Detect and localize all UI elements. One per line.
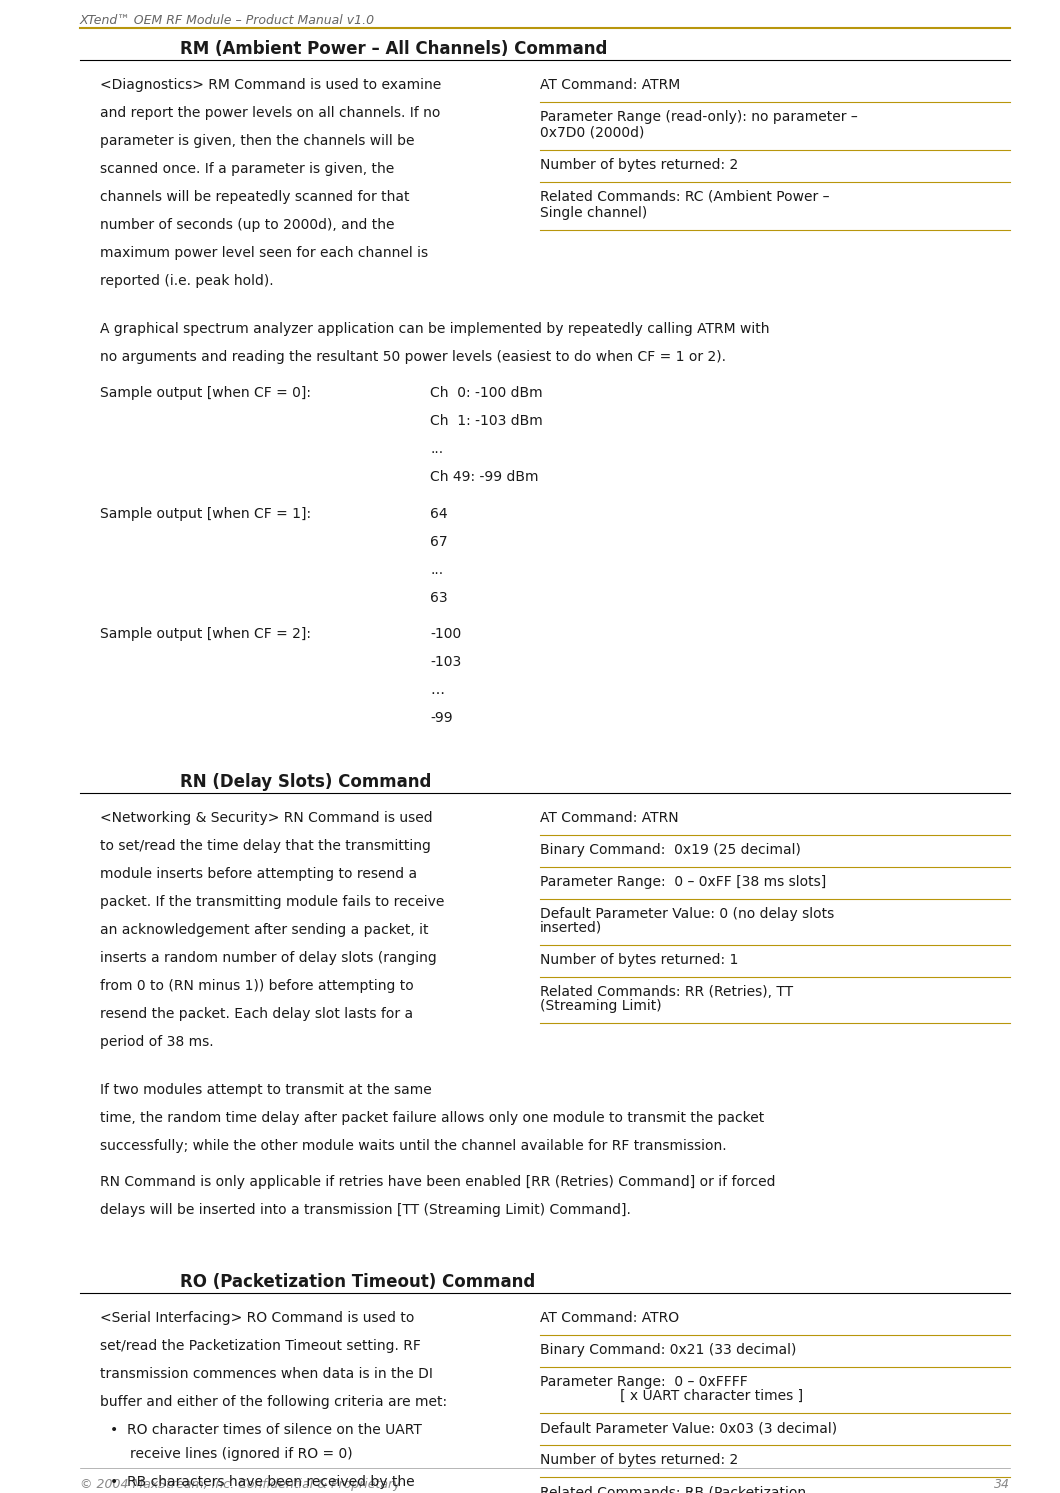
Text: channels will be repeatedly scanned for that: channels will be repeatedly scanned for … <box>100 190 409 205</box>
Text: successfully; while the other module waits until the channel available for RF tr: successfully; while the other module wai… <box>100 1139 726 1153</box>
Text: Binary Command:  0x19 (25 decimal): Binary Command: 0x19 (25 decimal) <box>540 844 801 857</box>
Text: A graphical spectrum analyzer application can be implemented by repeatedly calli: A graphical spectrum analyzer applicatio… <box>100 322 770 336</box>
Text: 64: 64 <box>430 506 447 521</box>
Text: AT Command: ATRO: AT Command: ATRO <box>540 1311 679 1326</box>
Text: Sample output [when CF = 2]:: Sample output [when CF = 2]: <box>100 627 311 640</box>
Text: packet. If the transmitting module fails to receive: packet. If the transmitting module fails… <box>100 894 444 909</box>
Text: AT Command: ATRN: AT Command: ATRN <box>540 811 678 824</box>
Text: (Streaming Limit): (Streaming Limit) <box>540 999 661 1012</box>
Text: parameter is given, then the channels will be: parameter is given, then the channels wi… <box>100 134 414 148</box>
Text: 67: 67 <box>430 534 447 549</box>
Text: Ch 49: -99 dBm: Ch 49: -99 dBm <box>430 470 538 484</box>
Text: ...: ... <box>430 442 443 457</box>
Text: reported (i.e. peak hold).: reported (i.e. peak hold). <box>100 275 273 288</box>
Text: RO (Packetization Timeout) Command: RO (Packetization Timeout) Command <box>180 1274 535 1291</box>
Text: time, the random time delay after packet failure allows only one module to trans: time, the random time delay after packet… <box>100 1111 764 1124</box>
Text: set/read the Packetization Timeout setting. RF: set/read the Packetization Timeout setti… <box>100 1339 421 1353</box>
Text: [ x UART character times ]: [ x UART character times ] <box>620 1388 803 1403</box>
Text: maximum power level seen for each channel is: maximum power level seen for each channe… <box>100 246 428 260</box>
Text: XTend™ OEM RF Module – Product Manual v1.0: XTend™ OEM RF Module – Product Manual v1… <box>80 13 375 27</box>
Text: Ch  0: -100 dBm: Ch 0: -100 dBm <box>430 387 543 400</box>
Text: © 2004 MaxStream, Inc. Confidential & Proprietary: © 2004 MaxStream, Inc. Confidential & Pr… <box>80 1478 401 1492</box>
Text: inserts a random number of delay slots (ranging: inserts a random number of delay slots (… <box>100 951 437 964</box>
Text: Number of bytes returned: 1: Number of bytes returned: 1 <box>540 953 739 967</box>
Text: <Serial Interfacing> RO Command is used to: <Serial Interfacing> RO Command is used … <box>100 1311 414 1326</box>
Text: Sample output [when CF = 0]:: Sample output [when CF = 0]: <box>100 387 311 400</box>
Text: -103: -103 <box>430 655 461 669</box>
Text: receive lines (ignored if RO = 0): receive lines (ignored if RO = 0) <box>130 1447 353 1462</box>
Text: module inserts before attempting to resend a: module inserts before attempting to rese… <box>100 867 418 881</box>
Text: 0x7D0 (2000d): 0x7D0 (2000d) <box>540 125 644 140</box>
Text: Parameter Range:  0 – 0xFF [38 ms slots]: Parameter Range: 0 – 0xFF [38 ms slots] <box>540 875 826 888</box>
Text: RN (Delay Slots) Command: RN (Delay Slots) Command <box>180 773 431 791</box>
Text: from 0 to (RN minus 1)) before attempting to: from 0 to (RN minus 1)) before attemptin… <box>100 979 413 993</box>
Text: delays will be inserted into a transmission [TT (Streaming Limit) Command].: delays will be inserted into a transmiss… <box>100 1203 631 1217</box>
Text: Related Commands: RC (Ambient Power –: Related Commands: RC (Ambient Power – <box>540 190 830 205</box>
Text: -99: -99 <box>430 711 453 726</box>
Text: If two modules attempt to transmit at the same: If two modules attempt to transmit at th… <box>100 1082 431 1097</box>
Text: <Diagnostics> RM Command is used to examine: <Diagnostics> RM Command is used to exam… <box>100 78 441 93</box>
Text: Sample output [when CF = 1]:: Sample output [when CF = 1]: <box>100 506 312 521</box>
Text: Number of bytes returned: 2: Number of bytes returned: 2 <box>540 1453 738 1468</box>
Text: AT Command: ATRM: AT Command: ATRM <box>540 78 681 93</box>
Text: an acknowledgement after sending a packet, it: an acknowledgement after sending a packe… <box>100 923 428 936</box>
Text: …: … <box>430 684 444 697</box>
Text: and report the power levels on all channels. If no: and report the power levels on all chann… <box>100 106 440 119</box>
Text: number of seconds (up to 2000d), and the: number of seconds (up to 2000d), and the <box>100 218 394 231</box>
Text: Binary Command: 0x21 (33 decimal): Binary Command: 0x21 (33 decimal) <box>540 1344 796 1357</box>
Text: Parameter Range:  0 – 0xFFFF: Parameter Range: 0 – 0xFFFF <box>540 1375 747 1388</box>
Text: scanned once. If a parameter is given, the: scanned once. If a parameter is given, t… <box>100 163 394 176</box>
Text: to set/read the time delay that the transmitting: to set/read the time delay that the tran… <box>100 839 430 853</box>
Text: -100: -100 <box>430 627 461 640</box>
Text: Default Parameter Value: 0x03 (3 decimal): Default Parameter Value: 0x03 (3 decimal… <box>540 1421 837 1435</box>
Text: inserted): inserted) <box>540 921 602 935</box>
Text: ...: ... <box>430 563 443 576</box>
Text: buffer and either of the following criteria are met:: buffer and either of the following crite… <box>100 1394 447 1409</box>
Text: resend the packet. Each delay slot lasts for a: resend the packet. Each delay slot lasts… <box>100 1006 413 1021</box>
Text: no arguments and reading the resultant 50 power levels (easiest to do when CF = : no arguments and reading the resultant 5… <box>100 349 726 364</box>
Text: •  RO character times of silence on the UART: • RO character times of silence on the U… <box>110 1423 422 1438</box>
Text: period of 38 ms.: period of 38 ms. <box>100 1035 214 1048</box>
Text: transmission commences when data is in the DI: transmission commences when data is in t… <box>100 1368 432 1381</box>
Text: RM (Ambient Power – All Channels) Command: RM (Ambient Power – All Channels) Comman… <box>180 40 607 58</box>
Text: Default Parameter Value: 0 (no delay slots: Default Parameter Value: 0 (no delay slo… <box>540 906 834 921</box>
Text: 34: 34 <box>994 1478 1010 1492</box>
Text: 63: 63 <box>430 591 447 605</box>
Text: <Networking & Security> RN Command is used: <Networking & Security> RN Command is us… <box>100 811 432 824</box>
Text: Related Commands: RR (Retries), TT: Related Commands: RR (Retries), TT <box>540 985 793 999</box>
Text: Ch  1: -103 dBm: Ch 1: -103 dBm <box>430 415 543 428</box>
Text: Parameter Range (read-only): no parameter –: Parameter Range (read-only): no paramete… <box>540 110 858 124</box>
Text: RN Command is only applicable if retries have been enabled [RR (Retries) Command: RN Command is only applicable if retries… <box>100 1175 776 1190</box>
Text: Number of bytes returned: 2: Number of bytes returned: 2 <box>540 158 738 172</box>
Text: •  RB characters have been received by the: • RB characters have been received by th… <box>110 1475 414 1489</box>
Text: Single channel): Single channel) <box>540 206 648 219</box>
Text: Related Commands: RB (Packetization: Related Commands: RB (Packetization <box>540 1486 806 1493</box>
